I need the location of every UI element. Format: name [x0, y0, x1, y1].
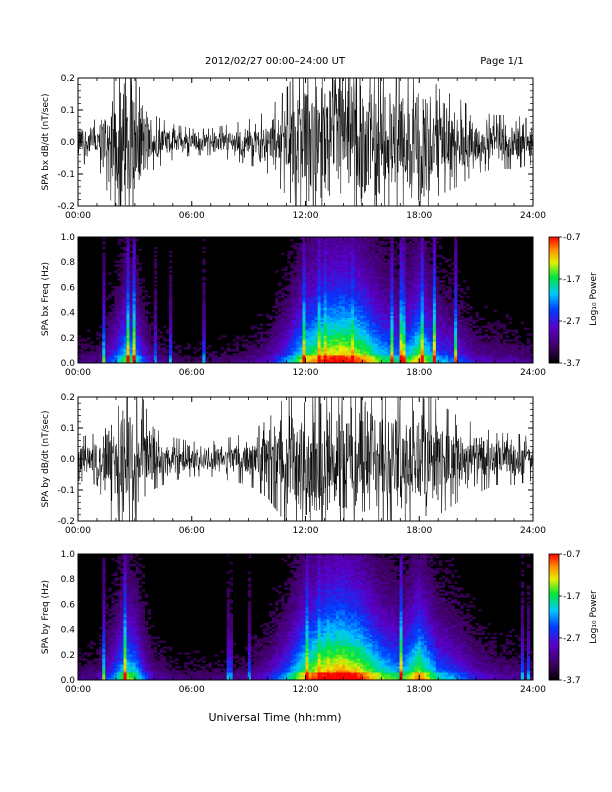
x-tick-label: 24:00: [520, 368, 546, 378]
y-tick-label: 0.4: [61, 309, 76, 319]
y-tick-label: 0.0: [61, 455, 76, 465]
panel-bx-spectrogram: SPA bx Freq (Hz) 00:00 06:00 12:00 18:00 24:…: [41, 233, 546, 378]
waveform-trace-2: [78, 397, 533, 521]
y-tick-label: -0.1: [57, 486, 75, 496]
y-tick-label: 0.0: [61, 676, 76, 686]
x-tick-label: 24:00: [520, 211, 546, 221]
colorbar-by: Log₁₀ Power -0.7 -1.7 -2.7 -3.7: [548, 550, 599, 686]
y-tick-label: 0.2: [61, 651, 75, 661]
y-tick-label: 1.0: [61, 233, 76, 243]
x-tick-label: 12:00: [293, 685, 319, 695]
colorbar-bx-label: Log₁₀ Power: [589, 272, 599, 326]
y-tick-label: 1.0: [61, 550, 76, 560]
x-tick-label: 12:00: [293, 211, 319, 221]
y-tick-label: -0.2: [57, 202, 75, 212]
x-tick-label: 00:00: [65, 526, 91, 536]
colorbar-tick-label: -2.7: [563, 634, 581, 644]
y-tick-label: 0.1: [61, 106, 75, 116]
y-tick-label: 0.2: [61, 334, 75, 344]
panel-bx-dbdt: SPA bx dB/dt (nT/sec) 00:00 06:00 12:00 18:…: [41, 74, 546, 221]
y-tick-label: 0.8: [61, 258, 76, 268]
page-title: 2012/02/27 00:00–24:00 UT: [205, 56, 346, 67]
y-tick-label: 0.1: [61, 424, 75, 434]
panel-by-dbdt-ylabel: SPA by dB/dt (nT/sec): [41, 411, 51, 508]
panel-by-dbdt: SPA by dB/dt (nT/sec) 00:00 06:00 12:00 18:…: [41, 393, 546, 536]
panel-bx-dbdt-ylabel: SPA bx dB/dt (nT/sec): [41, 94, 51, 191]
x-tick-label: 06:00: [179, 368, 205, 378]
x-tick-label: 00:00: [65, 211, 91, 221]
y-tick-label: 0.8: [61, 575, 76, 585]
x-tick-label: 06:00: [179, 211, 205, 221]
x-tick-label: 06:00: [179, 685, 205, 695]
x-tick-label: 12:00: [293, 526, 319, 536]
y-tick-label: 0.2: [61, 393, 75, 403]
x-tick-label: 18:00: [406, 368, 432, 378]
x-tick-label: 24:00: [520, 526, 546, 536]
colorbar-tick-label: -0.7: [563, 550, 581, 560]
x-tick-label: 00:00: [65, 368, 91, 378]
x-tick-label: 18:00: [406, 685, 432, 695]
colorbar-tick-label: -2.7: [563, 317, 581, 327]
panel-by-spectrogram: SPA by Freq (Hz) 00:00 06:00 12:00 18:00 24:…: [41, 550, 546, 695]
panel-by-spectrogram-ylabel: SPA by Freq (Hz): [41, 580, 51, 654]
y-tick-label: -0.1: [57, 170, 75, 180]
y-tick-label: 0.2: [61, 74, 75, 84]
y-tick-label: 0.0: [61, 138, 76, 148]
page-number: Page 1/1: [480, 56, 523, 67]
y-tick-label: 0.6: [61, 600, 76, 610]
x-tick-label: 00:00: [65, 685, 91, 695]
y-tick-label: 0.0: [61, 359, 76, 369]
colorbar-tick-label: -1.7: [563, 275, 581, 285]
colorbar-by-label: Log₁₀ Power: [589, 590, 599, 644]
x-tick-label: 24:00: [520, 685, 546, 695]
colorbar-tick-label: -3.7: [563, 359, 581, 369]
colorbar-frame: [548, 553, 560, 681]
colorbar-bx: Log₁₀ Power -0.7 -1.7 -2.7 -3.7: [548, 233, 599, 369]
colorbar-tick-label: -0.7: [563, 233, 581, 243]
waveform-trace-0: [78, 78, 533, 206]
colorbar-frame: [548, 236, 560, 364]
colorbar-tick-label: -1.7: [563, 592, 581, 602]
colorbar-tick-label: -3.7: [563, 676, 581, 686]
x-tick-label: 06:00: [179, 526, 205, 536]
x-tick-label: 18:00: [406, 211, 432, 221]
y-tick-label: 0.6: [61, 283, 76, 293]
y-tick-label: 0.4: [61, 626, 76, 636]
y-tick-label: -0.2: [57, 517, 75, 527]
x-tick-label: 12:00: [293, 368, 319, 378]
panel-bx-spectrogram-ylabel: SPA bx Freq (Hz): [41, 262, 51, 336]
x-tick-label: 18:00: [406, 526, 432, 536]
x-axis-title: Universal Time (hh:mm): [209, 711, 342, 724]
